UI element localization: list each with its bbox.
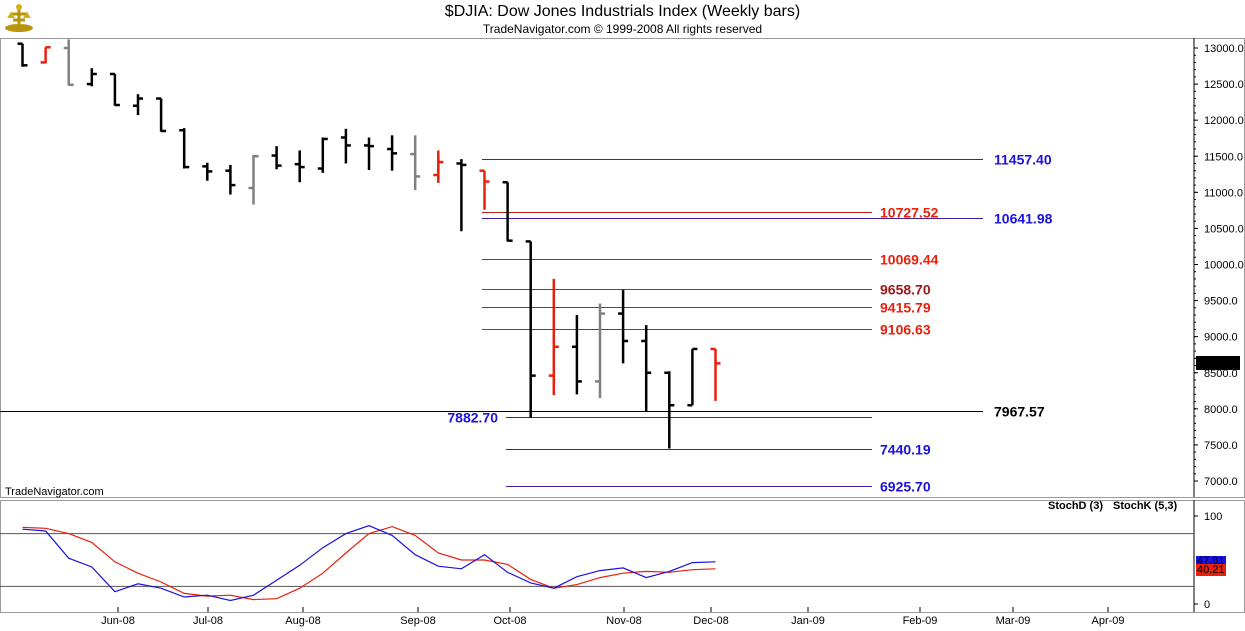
ohlc-bar [433,150,444,183]
level-label: 9415.79 [880,300,931,316]
level-label: 6925.70 [880,479,931,495]
ohlc-bar [364,137,374,170]
stochD-line [22,525,716,601]
ohlc-bar [179,128,190,169]
ohlc-bar [294,150,305,183]
time-tick-label: Jan-09 [791,615,825,627]
price-tick-label: 7500.0 [1204,440,1238,452]
ohlc-bar [225,164,236,195]
ohlc-bar [641,325,652,411]
ohlc-bar [133,94,143,116]
time-tick-label: Oct-08 [493,615,526,627]
level-label: 10727.52 [880,205,939,221]
stochD-value-box [1196,564,1226,576]
time-tick-label: Feb-09 [903,615,938,627]
price-tick-label: 12500.0 [1204,79,1244,91]
ohlc-bar [456,159,467,232]
legend-stochD: StochD (3) [1048,500,1103,512]
price-bars [17,39,721,449]
level-label: 9658.70 [880,282,931,298]
price-axis: 13000.0 12500.0 12000.0 11500.0 11000.0 10500… [1194,43,1244,488]
ohlc-bar [387,135,398,171]
ohlc-bar [502,180,513,242]
chart-subtitle: TradeNavigator.com © 1999-2008 All right… [482,22,763,36]
level-label: 9106.63 [880,322,931,338]
ohlc-bar [571,315,582,395]
stochK-line [22,525,716,602]
price-levels: 11457.40 10727.52 10641.98 10069.44 9658.70 9… [0,152,1053,495]
tradenavigator-logo-icon [2,2,36,34]
ohlc-bar [479,169,490,210]
ohlc-bar [40,46,51,64]
time-tick-label: Jul-08 [193,615,223,627]
price-tick-label: 7000.0 [1204,476,1238,488]
ohlc-bar [687,347,698,407]
ohlc-bar [618,289,629,364]
level-label: 7882.70 [447,410,498,426]
watermark-text: TradeNavigator.com [5,486,104,498]
price-tick-label: 12000.0 [1204,115,1244,127]
price-tick-label: 8500.0 [1204,368,1238,380]
stochD-value-label: 40.21 [1197,564,1225,576]
ohlc-bar [664,371,675,449]
ohlc-bar [109,72,120,107]
ohlc-bar [410,135,421,191]
stoch-pane-frame [0,500,1245,613]
legend-stochK: StochK (5,3) [1113,500,1178,512]
time-tick-label: Nov-08 [606,615,641,627]
ohlc-bar [248,154,259,205]
chart-header: $DJIA: Dow Jones Industrials Index (Week… [0,0,1245,38]
ohlc-bar [202,162,213,181]
ohlc-bar [317,137,328,173]
level-label: 10641.98 [994,211,1053,227]
time-tick-label: Aug-08 [285,615,320,627]
level-label: 7440.19 [880,442,931,458]
ohlc-bar [340,128,351,164]
ohlc-bar [595,303,605,399]
price-pane-frame [0,38,1245,498]
level-label: 10069.44 [880,252,939,268]
level-label: 7967.57 [994,404,1045,420]
ohlc-bar [710,347,721,401]
price-tick-label: 13000.0 [1204,43,1244,55]
price-tick-label: 9500.0 [1204,296,1238,308]
ohlc-bar [548,278,559,396]
last-price-label: 8635.45 [1197,358,1237,370]
ohlc-bar [17,42,28,67]
time-tick-label: Apr-09 [1091,615,1124,627]
time-tick-label: Sep-08 [400,615,435,627]
price-tick-label: 10500.0 [1204,223,1244,235]
price-tick-label: 9000.0 [1204,332,1238,344]
stoch-tick-label: 100 [1204,511,1222,523]
ohlc-bar [525,240,536,418]
ohlc-bar [86,68,97,87]
stochK-value-box [1196,556,1226,566]
price-tick-label: 11000.0 [1204,187,1243,199]
time-tick-label: Jun-08 [101,615,135,627]
time-tick-label: Dec-08 [693,615,728,627]
price-tick-label: 11500.0 [1204,151,1243,163]
last-price-box [1196,355,1240,370]
level-label: 11457.40 [994,152,1052,168]
chart-title: $DJIA: Dow Jones Industrials Index (Week… [444,3,801,20]
ohlc-bar [63,39,74,87]
time-tick-label: Mar-09 [996,615,1031,627]
ohlc-bar [156,97,167,133]
price-tick-label: 10000.0 [1204,260,1244,272]
price-tick-label: 8000.0 [1204,404,1238,416]
stoch-axis: 100 0 [1194,511,1222,611]
ohlc-bar [271,146,282,170]
stoch-tick-label: 0 [1204,599,1210,611]
time-axis: Jun-08 Jul-08 Aug-08 Sep-08 Oct-08 Nov-08 Dec-… [101,607,1125,627]
